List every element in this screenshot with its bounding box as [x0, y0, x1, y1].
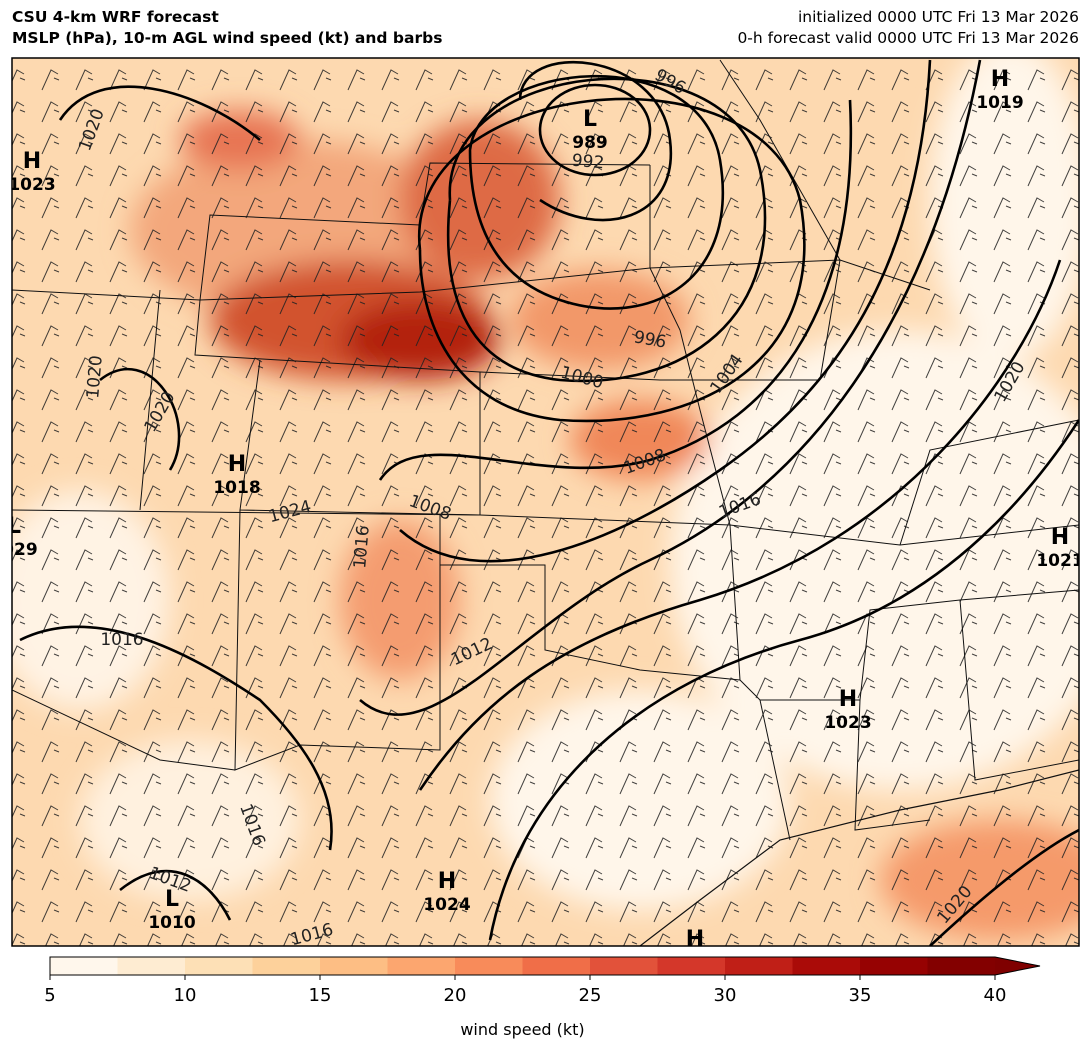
- contour-label: 1016: [350, 525, 374, 570]
- colorbar-tick-label: 25: [579, 985, 602, 1006]
- contour-label: 992: [571, 151, 605, 174]
- isobars: [19, 59, 1079, 946]
- colorbar-swatch: [522, 957, 591, 975]
- colorbar-swatch: [50, 957, 118, 975]
- pressure-value: 989: [572, 133, 608, 153]
- subtitle: MSLP (hPa), 10-m AGL wind speed (kt) and…: [12, 29, 442, 47]
- contour-label: 1016: [100, 630, 143, 650]
- colorbar-swatch: [455, 957, 523, 975]
- pressure-value: 1019: [976, 93, 1023, 113]
- init-time: initialized 0000 UTC Fri 13 Mar 2026: [798, 8, 1079, 26]
- pressure-symbol: H: [438, 869, 456, 894]
- pressure-symbol: H: [991, 67, 1009, 92]
- colorbar-swatch: [252, 957, 321, 975]
- pressure-symbol: H: [228, 452, 246, 477]
- colorbar-swatch: [657, 957, 726, 975]
- pressure-symbol: L: [583, 107, 597, 132]
- pressure-symbol: H: [1051, 525, 1069, 550]
- pressure-symbol: H: [686, 927, 704, 952]
- pressure-value: 1029: [0, 540, 38, 560]
- colorbar-frame: [49, 956, 1041, 976]
- wind-barbs: [12, 58, 1079, 946]
- pressure-value: 1010: [148, 913, 195, 933]
- colorbar-swatch: [927, 957, 996, 975]
- pressure-symbol: L: [7, 514, 21, 539]
- state-borders: [12, 59, 1079, 841]
- colorbar-tick-label: 35: [849, 985, 872, 1006]
- colorbar-tick-label: 5: [44, 985, 55, 1006]
- colorbar-swatch: [117, 957, 186, 975]
- colorbar-label: wind speed (kt): [460, 1020, 584, 1039]
- colorbar-swatch: [387, 957, 456, 975]
- colorbar-swatch: [590, 957, 658, 975]
- colorbar-tick-label: 15: [309, 985, 332, 1006]
- map-frame: [11, 57, 1080, 947]
- pressure-value: 1023: [824, 713, 871, 733]
- pressure-value: 1023: [8, 175, 55, 195]
- colorbar-swatch: [185, 957, 253, 975]
- colorbar-extend: [995, 957, 1040, 975]
- pressure-symbol: L: [165, 887, 179, 912]
- colorbar-swatch: [860, 957, 928, 975]
- pressure-value: 1018: [213, 478, 260, 498]
- coastline: [639, 769, 1079, 946]
- colorbar-swatch: [725, 957, 793, 975]
- colorbar-tick-label: 10: [174, 985, 197, 1006]
- contour-label: 1020: [83, 355, 107, 400]
- colorbar-tick-label: 20: [444, 985, 467, 1006]
- colorbar-tick-label: 40: [984, 985, 1007, 1006]
- title: CSU 4-km WRF forecast: [12, 8, 219, 26]
- colorbar-tick-label: 30: [714, 985, 737, 1006]
- pressure-symbol: H: [839, 687, 857, 712]
- colorbar: 5 10 15 20 25 30 35 40 wind speed (kt): [44, 956, 1041, 1039]
- colorbar-swatch: [320, 957, 388, 975]
- pressure-symbol: H: [23, 149, 41, 174]
- pressure-value: 1024: [423, 895, 470, 915]
- colorbar-swatch: [792, 957, 861, 975]
- pressure-value: 1021: [1036, 551, 1083, 571]
- valid-time: 0-h forecast valid 0000 UTC Fri 13 Mar 2…: [737, 29, 1079, 47]
